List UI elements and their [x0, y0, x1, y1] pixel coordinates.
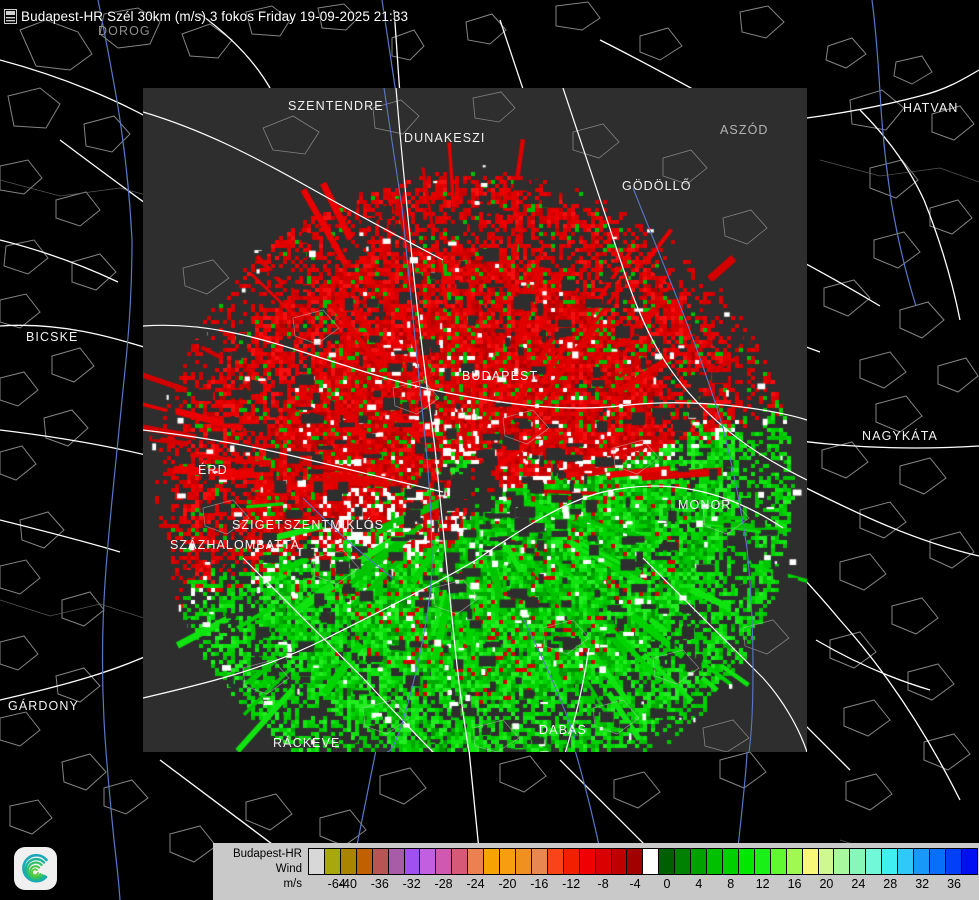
legend-swatch-27 [738, 849, 755, 874]
legend-tick-36: 36 [947, 877, 962, 891]
legend-tick--20: -20 [498, 877, 517, 891]
legend-tick--64: -64 [327, 877, 346, 891]
legend-swatch-16 [563, 849, 580, 874]
legend-swatch-7 [420, 849, 437, 874]
legend-caption: Budapest-HR Wind m/s [213, 843, 308, 892]
legend-swatch-38 [914, 849, 930, 874]
legend-swatch-9 [452, 849, 469, 874]
legend-tick-12: 12 [755, 877, 770, 891]
legend-swatch-24 [691, 849, 708, 874]
legend-tick--28: -28 [434, 877, 453, 891]
legend-swatch-0 [309, 849, 325, 874]
legend-swatch-10 [468, 849, 485, 874]
legend-swatch-40 [945, 849, 962, 874]
image-window-icon [4, 9, 17, 24]
legend-swatch-37 [898, 849, 915, 874]
legend-swatch-14 [531, 849, 548, 874]
administrative-outlines [0, 1, 979, 863]
legend-swatch-12 [500, 849, 516, 874]
legend-swatch-6 [404, 849, 421, 874]
legend-tick-28: 28 [883, 877, 898, 891]
legend-swatch-39 [929, 849, 946, 874]
legend-swatch-41 [961, 849, 977, 874]
legend-swatch-20 [627, 849, 644, 874]
legend-swatch-19 [611, 849, 628, 874]
legend-swatch-4 [372, 849, 389, 874]
legend-swatch-30 [786, 849, 803, 874]
legend-swatch-21 [643, 849, 660, 874]
rivers-over-radar [302, 88, 754, 752]
legend-swatch-1 [324, 849, 341, 874]
title-bar: Budapest-HR Szél 30km (m/s) 3 fokos Frid… [4, 9, 408, 24]
legend-swatch-31 [802, 849, 819, 874]
legend-swatch-26 [722, 849, 739, 874]
legend-swatch-17 [579, 849, 596, 874]
legend-tick-4: 4 [695, 877, 703, 891]
legend-tick-16: 16 [787, 877, 802, 891]
radar-data-panel [143, 88, 807, 752]
roads-over-radar [143, 88, 807, 752]
radar-overlay-vectors [143, 88, 807, 752]
legend-tick--8: -8 [597, 877, 609, 891]
legend-scale: -64 -40 -36 -32 -28 -24 -20 -16 -12 -8 -4 0 4 8 12 16 20… [308, 843, 979, 895]
legend-tick--40: -40 [338, 877, 357, 891]
legend-tick-8: 8 [727, 877, 735, 891]
window-title: Budapest-HR Szél 30km (m/s) 3 fokos Frid… [21, 9, 409, 24]
legend-swatch-23 [675, 849, 692, 874]
legend-swatch-36 [882, 849, 899, 874]
legend-swatch-15 [547, 849, 564, 874]
legend-swatch-29 [770, 849, 787, 874]
legend-tick--36: -36 [370, 877, 389, 891]
legend-swatch-2 [340, 849, 357, 874]
legend-swatch-5 [388, 849, 405, 874]
legend-swatch-18 [595, 849, 612, 874]
legend-swatch-13 [515, 849, 532, 874]
legend-line-3: m/s [283, 878, 302, 890]
legend-tick-0: 0 [663, 877, 671, 891]
legend-tick-20: 20 [819, 877, 834, 891]
legend-tick--32: -32 [402, 877, 421, 891]
legend-swatch-32 [818, 849, 835, 874]
legend-tick--16: -16 [530, 877, 549, 891]
legend-tick--12: -12 [562, 877, 581, 891]
legend-tick-labels: -64 -40 -36 -32 -28 -24 -20 -16 -12 -8 -4 0 4 8 12 16 20… [308, 875, 978, 895]
met-service-logo [13, 846, 58, 891]
legend-line-2: Wind [275, 863, 302, 875]
legend-tick-32: 32 [915, 877, 930, 891]
radar-velocity-canvas [143, 88, 807, 752]
legend-swatch-28 [754, 849, 771, 874]
legend-swatch-8 [436, 849, 453, 874]
legend-swatch-22 [659, 849, 676, 874]
legend-tick-24: 24 [851, 877, 866, 891]
colorbar-legend: Budapest-HR Wind m/s -64 -40 -36 -32 -28 -24-… [213, 843, 979, 900]
legend-color-swatches [308, 848, 978, 875]
legend-swatch-33 [834, 849, 851, 874]
legend-swatch-11 [484, 849, 501, 874]
legend-tick--4: -4 [629, 877, 641, 891]
legend-line-1: Budapest-HR [232, 848, 302, 860]
legend-tick--24: -24 [466, 877, 485, 891]
legend-swatch-25 [707, 849, 723, 874]
legend-swatch-3 [356, 849, 373, 874]
legend-swatch-35 [866, 849, 883, 874]
legend-swatch-34 [850, 849, 867, 874]
